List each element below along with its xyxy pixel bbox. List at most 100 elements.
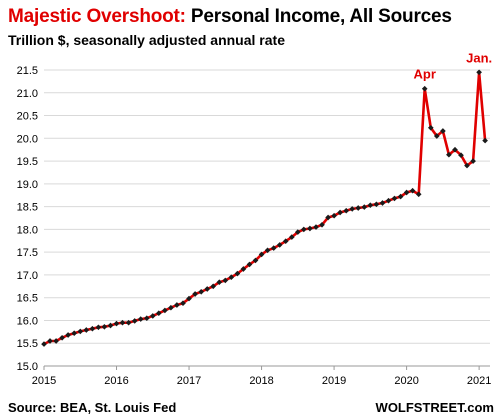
data-point bbox=[300, 226, 307, 233]
x-tick-label: 2020 bbox=[394, 375, 418, 387]
data-point bbox=[379, 200, 386, 206]
data-point bbox=[288, 234, 295, 240]
y-tick-label: 21.0 bbox=[17, 88, 38, 100]
y-tick-label: 19.5 bbox=[17, 156, 38, 168]
y-tick-label: 21.5 bbox=[17, 65, 38, 77]
brand-label: WOLFSTREET.com bbox=[375, 400, 494, 415]
data-point bbox=[476, 69, 482, 76]
data-point bbox=[349, 206, 356, 212]
data-point bbox=[228, 274, 235, 281]
data-point bbox=[168, 304, 174, 311]
data-point bbox=[252, 257, 259, 264]
data-point bbox=[421, 85, 428, 92]
data-point bbox=[307, 225, 313, 232]
data-point bbox=[107, 322, 114, 329]
data-point bbox=[77, 328, 84, 335]
data-point bbox=[319, 221, 325, 228]
data-point bbox=[373, 201, 380, 208]
peak-annotation: Jan. bbox=[466, 50, 492, 65]
data-point bbox=[125, 319, 132, 326]
y-tick-label: 20.5 bbox=[17, 111, 38, 123]
data-point bbox=[216, 279, 223, 286]
data-point bbox=[234, 270, 241, 277]
data-point bbox=[470, 158, 476, 164]
data-point bbox=[264, 247, 271, 254]
y-tick-label: 17.5 bbox=[17, 247, 38, 259]
data-point bbox=[240, 266, 247, 272]
data-point bbox=[313, 224, 319, 230]
data-point bbox=[337, 209, 343, 216]
source-note: Source: BEA, St. Louis Fed bbox=[8, 400, 177, 415]
data-point bbox=[331, 212, 337, 219]
data-point bbox=[246, 261, 253, 268]
data-point bbox=[204, 286, 211, 292]
data-point bbox=[222, 277, 229, 284]
x-tick-label: 2021 bbox=[467, 375, 491, 387]
y-tick-label: 20.0 bbox=[17, 133, 38, 145]
y-tick-label: 19.0 bbox=[17, 179, 38, 191]
data-point bbox=[397, 193, 404, 200]
data-point bbox=[415, 191, 422, 198]
data-point bbox=[391, 195, 398, 202]
data-point bbox=[155, 310, 162, 317]
series-line bbox=[42, 71, 487, 346]
data-point bbox=[101, 323, 108, 330]
data-point bbox=[83, 327, 90, 333]
x-tick-label: 2019 bbox=[322, 375, 346, 387]
data-point bbox=[325, 214, 331, 221]
data-point bbox=[180, 300, 186, 307]
data-point bbox=[433, 133, 440, 139]
data-point bbox=[65, 332, 71, 338]
data-point bbox=[403, 189, 410, 196]
data-point bbox=[458, 152, 464, 159]
y-tick-label: 15.0 bbox=[17, 361, 38, 373]
data-point bbox=[343, 207, 350, 214]
data-point bbox=[385, 197, 392, 204]
data-point bbox=[174, 302, 180, 308]
data-point bbox=[282, 238, 289, 245]
data-point bbox=[361, 204, 368, 210]
data-point bbox=[270, 245, 277, 251]
y-tick-label: 17.0 bbox=[17, 270, 38, 282]
data-point bbox=[137, 316, 144, 322]
data-point bbox=[276, 242, 283, 248]
data-point bbox=[355, 205, 362, 211]
data-point bbox=[113, 320, 120, 327]
y-tick-label: 15.5 bbox=[17, 338, 38, 350]
data-point bbox=[162, 307, 168, 314]
data-point bbox=[198, 288, 205, 295]
data-point bbox=[192, 291, 198, 297]
data-point bbox=[186, 295, 192, 302]
y-tick-label: 18.5 bbox=[17, 202, 38, 214]
data-point bbox=[482, 137, 488, 144]
data-point bbox=[427, 124, 434, 131]
data-point bbox=[210, 283, 217, 290]
peak-annotation: Apr bbox=[414, 67, 436, 82]
data-point bbox=[131, 318, 138, 324]
data-point bbox=[452, 146, 458, 153]
data-point bbox=[149, 313, 156, 319]
x-tick-label: 2015 bbox=[32, 375, 56, 387]
data-point bbox=[294, 229, 301, 235]
data-point bbox=[440, 128, 446, 134]
y-tick-label: 18.0 bbox=[17, 224, 38, 236]
chart-title: Majestic Overshoot: Personal Income, All… bbox=[8, 6, 452, 28]
data-point bbox=[71, 330, 78, 337]
chart-subtitle: Trillion $, seasonally adjusted annual r… bbox=[8, 32, 285, 48]
data-point bbox=[464, 162, 470, 169]
data-point bbox=[367, 202, 374, 209]
chart-title-highlight: Majestic Overshoot: bbox=[8, 6, 186, 27]
data-point bbox=[258, 251, 265, 258]
data-point bbox=[119, 319, 126, 326]
x-tick-label: 2017 bbox=[177, 375, 201, 387]
data-point bbox=[89, 325, 96, 332]
data-point bbox=[143, 315, 150, 322]
y-tick-label: 16.0 bbox=[17, 315, 38, 327]
data-point bbox=[95, 324, 102, 331]
data-point bbox=[409, 187, 416, 194]
x-tick-label: 2016 bbox=[104, 375, 128, 387]
chart-title-rest: Personal Income, All Sources bbox=[190, 6, 452, 27]
data-point bbox=[446, 151, 452, 158]
